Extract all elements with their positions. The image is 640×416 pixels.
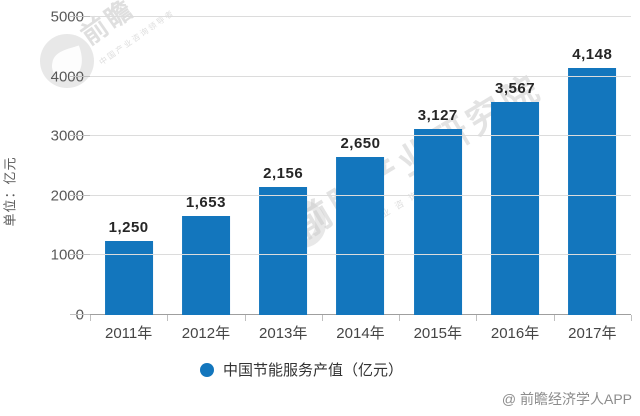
x-axis-label: 2015年 bbox=[413, 325, 462, 342]
attribution: @ 前瞻经济学人APP bbox=[501, 391, 632, 407]
bar-value-label: 3,127 bbox=[417, 106, 458, 124]
bar-column: 3,567 bbox=[476, 17, 553, 315]
bar-column: 3,127 bbox=[399, 17, 476, 315]
bar-column: 1,653 bbox=[167, 17, 244, 315]
x-axis-label: 2016年 bbox=[490, 325, 540, 342]
gridline bbox=[90, 16, 631, 17]
y-tick bbox=[70, 194, 90, 196]
y-tick-label: 2000 bbox=[50, 187, 84, 205]
bar-2011年 bbox=[104, 240, 153, 315]
bar-2016年 bbox=[491, 102, 539, 315]
y-tick-label: 5000 bbox=[50, 8, 84, 26]
y-tick bbox=[70, 75, 90, 77]
y-axis-title: 单位：亿元 bbox=[2, 156, 18, 227]
gridline bbox=[90, 194, 631, 196]
gridline bbox=[90, 75, 631, 77]
x-tick bbox=[90, 315, 91, 321]
y-tick-label: 3000 bbox=[50, 127, 84, 145]
plot-area: 1,250 1,653 2,156 2,650 3,127 3,567 4,148 bbox=[70, 16, 632, 321]
x-axis-label: 2014年 bbox=[336, 325, 385, 342]
x-axis-label: 2012年 bbox=[181, 325, 231, 342]
bar-value-label: 4,148 bbox=[572, 45, 613, 63]
legend-label: 中国节能服务产值（亿元） bbox=[223, 362, 404, 379]
bar-2012年 bbox=[181, 216, 230, 315]
x-axis-label: 2013年 bbox=[259, 325, 308, 342]
x-axis-labels: 2011年 2012年 2013年 2014年 2015年 2016年 2017年 bbox=[90, 322, 631, 343]
y-tick bbox=[70, 135, 90, 137]
bar-2013年 bbox=[259, 186, 308, 315]
gridline bbox=[90, 254, 631, 256]
y-tick-label: 1000 bbox=[50, 246, 84, 264]
y-tick bbox=[70, 254, 90, 256]
bar-column: 1,250 bbox=[90, 17, 167, 315]
x-tick bbox=[167, 315, 169, 321]
y-axis-labels: 0 1000 2000 3000 4000 5000 bbox=[20, 10, 84, 323]
x-axis-label: 2017年 bbox=[568, 325, 617, 342]
x-axis-label: 2011年 bbox=[105, 325, 153, 342]
gridline bbox=[90, 135, 631, 137]
y-tick-label: 0 bbox=[75, 306, 84, 324]
x-tick bbox=[631, 315, 632, 321]
bar-2014年 bbox=[336, 157, 385, 315]
bar-column: 2,650 bbox=[322, 17, 399, 315]
bar-column: 2,156 bbox=[245, 17, 322, 315]
legend-marker-icon bbox=[200, 362, 214, 377]
y-tick bbox=[70, 314, 90, 315]
x-tick bbox=[553, 315, 555, 321]
legend: 中国节能服务产值（亿元） bbox=[200, 359, 403, 380]
x-tick bbox=[476, 315, 478, 321]
y-tick-label: 4000 bbox=[50, 68, 84, 86]
bar-value-label: 2,650 bbox=[340, 135, 381, 153]
x-tick bbox=[244, 315, 246, 321]
bar-value-label: 3,567 bbox=[495, 80, 536, 98]
bar-column: 4,148 bbox=[554, 17, 631, 315]
y-tick bbox=[70, 16, 90, 17]
bar-2017年 bbox=[568, 67, 617, 315]
bar-value-label: 1,653 bbox=[185, 194, 226, 212]
x-tick bbox=[321, 315, 323, 321]
x-tick bbox=[399, 315, 401, 321]
bar-value-label: 2,156 bbox=[263, 164, 304, 182]
bars-container: 1,250 1,653 2,156 2,650 3,127 3,567 4,148 bbox=[90, 17, 631, 315]
bar-2015年 bbox=[413, 128, 462, 315]
bar-value-label: 1,250 bbox=[108, 218, 149, 236]
